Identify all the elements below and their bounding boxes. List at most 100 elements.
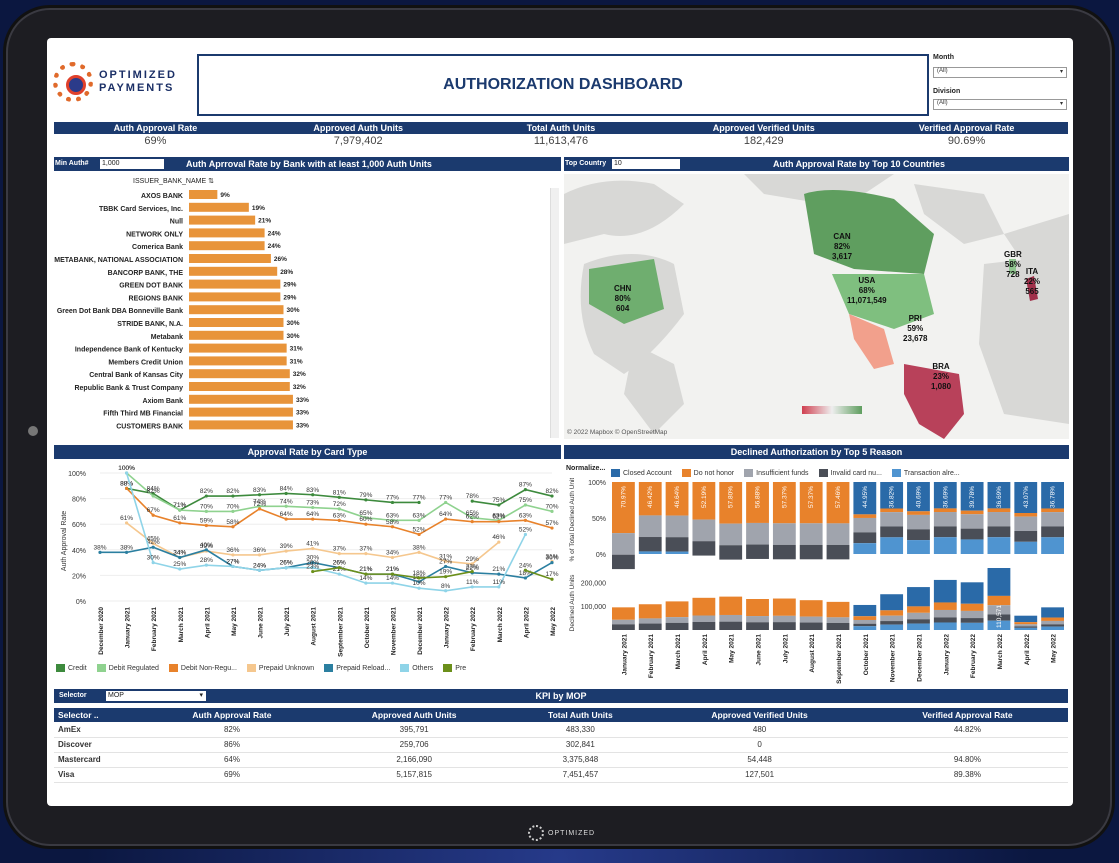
bank-bar [189, 394, 293, 404]
map-country-units: 3,617 [832, 252, 853, 261]
table-row[interactable]: Mastercard 64% 2,166,090 3,375,848 54,448 94.… [54, 752, 1068, 768]
month-filter-select[interactable]: (All) ▾ [933, 67, 1067, 78]
mop-col-header[interactable]: Auth Approval Rate [144, 708, 320, 722]
point-label: 65% [359, 510, 372, 517]
legend-item[interactable]: Credit [56, 664, 87, 672]
units-bar-segment [826, 617, 850, 623]
point-label: 64% [306, 511, 319, 518]
point-label: 88% [120, 480, 133, 487]
map-label-usa: USA 68% 11,071,549 [847, 276, 887, 306]
units-bar-segment [960, 603, 984, 611]
legend-item[interactable]: Insufficient funds [744, 469, 809, 477]
x-tick-label: November 2021 [390, 607, 397, 655]
decline-chart-svg: 0% 50% 100% % of Total Declined Auth Units D… [569, 474, 1064, 684]
point-label: 52% [413, 526, 426, 533]
legend-item[interactable]: Others [400, 664, 433, 672]
legend-item[interactable]: Prepaid Reload... [324, 664, 390, 672]
x-tick-label: July 2021 [284, 607, 291, 637]
x-tick-label: March 2021 [675, 634, 682, 670]
point-label: 14% [359, 575, 372, 582]
table-row[interactable]: Discover 86% 259,706 302,841 0 [54, 737, 1068, 753]
normalize-toggle[interactable]: Normalize... [566, 465, 606, 472]
pct-bar-segment [1014, 482, 1038, 514]
series-point [178, 521, 182, 525]
series-point [444, 564, 448, 569]
issuer-bank-column-header[interactable]: ISSUER_BANK_NAME ⇅ [133, 177, 214, 185]
bank-list-scrollbar[interactable] [550, 188, 559, 438]
pct-bar-segment [960, 539, 984, 554]
units-bar-segment [799, 600, 823, 617]
units-tick-label: 200,000 [581, 580, 606, 587]
min-auth-label: Min Auth# [55, 160, 89, 167]
legend-item[interactable]: Prepaid Unknown [246, 664, 314, 672]
bezel-brand-text: OPTIMIZED [548, 829, 596, 837]
map-label-ita: ITA 22% 565 [1024, 267, 1040, 297]
kpi-values: 69% 7,979,402 11,613,476 182,429 90.69% [54, 135, 1068, 149]
legend-swatch [681, 469, 691, 477]
legend-item[interactable]: Debit Non-Regu... [168, 664, 237, 672]
bank-bar-value: 30% [287, 307, 300, 314]
legend-item[interactable]: Pre [443, 664, 466, 672]
point-label: 63% [333, 512, 346, 519]
units-bar-segment [772, 615, 796, 623]
x-tick-label: June 2021 [258, 607, 265, 639]
point-label: 11% [466, 579, 479, 586]
point-label: 61% [173, 515, 186, 522]
point-label: 24% [519, 562, 532, 569]
table-cell: Mastercard [54, 752, 144, 768]
units-bar-segment [987, 568, 1011, 596]
legend-item[interactable]: Debit Regulated [96, 664, 159, 672]
units-bar-segment [987, 605, 1011, 615]
pct-bar-segment [933, 482, 957, 509]
pct-bar-segment [853, 482, 877, 515]
point-label: 23% [306, 564, 319, 571]
legend-item[interactable]: Closed Account [611, 469, 672, 477]
pct-bar-segment [719, 545, 743, 560]
mop-col-header[interactable]: Approved Auth Units [319, 708, 509, 722]
legend-item[interactable]: Do not honor [681, 469, 734, 477]
units-bar-segment [1041, 620, 1064, 625]
top-country-input[interactable]: 10 [612, 159, 680, 169]
table-cell: 89.38% [866, 767, 1068, 783]
mop-col-header[interactable]: Total Auth Units [508, 708, 653, 722]
pct-bar-segment [746, 544, 769, 559]
mop-col-header[interactable]: Selector .. [54, 708, 144, 722]
pct-bar-segment [719, 482, 743, 524]
pct-bar-segment [853, 532, 877, 544]
series-point [284, 491, 288, 496]
pct-bar-segment [826, 544, 850, 560]
point-label: 29% [466, 556, 479, 563]
month-filter-value: (All) [937, 68, 948, 74]
bank-bar-value: 31% [290, 346, 303, 353]
series-point [390, 555, 395, 560]
bank-bar-label: METABANK, NATIONAL ASSOCIATION [54, 257, 183, 264]
sort-icon: ⇅ [208, 178, 214, 185]
table-cell: Discover [54, 737, 144, 753]
legend-item[interactable]: Transaction alre... [891, 469, 960, 477]
bank-bar [189, 305, 284, 315]
mop-selector-dropdown[interactable]: MOP ▾ [106, 691, 206, 701]
bank-bar-chart: AXOS BANK 9% TBBK Card Services, Inc. 19% Nu… [54, 186, 559, 438]
mop-col-header[interactable]: Verified Approval Rate [866, 708, 1068, 722]
map-country-rate: 23% [933, 372, 950, 381]
country-map[interactable]: CAN 82% 3,617 USA 68% 11,071,549 CHN 80% 604 P… [564, 174, 1069, 439]
country-panel-title: Auth Approval Rate by Top 10 Countries [772, 159, 945, 169]
table-row[interactable]: AmEx 82% 395,791 483,330 480 44.82% [54, 722, 1068, 738]
mop-col-header[interactable]: Approved Verified Units [652, 708, 867, 722]
map-label-gbr: GBR 58% 728 [1004, 250, 1022, 280]
division-filter-select[interactable]: (All) ▾ [933, 99, 1067, 110]
point-label: 30% [545, 555, 558, 562]
table-row[interactable]: Visa 69% 5,157,815 7,451,457 127,501 89.38% [54, 767, 1068, 783]
point-label: 21% [359, 566, 372, 573]
legend-item[interactable]: Invalid card nu... [818, 469, 882, 477]
series-point [257, 568, 262, 572]
bank-bar-label: GREEN DOT BANK [119, 283, 183, 290]
brand-line-2: PAYMENTS [99, 82, 175, 94]
point-label: 77% [413, 494, 426, 501]
point-label: 39% [200, 543, 213, 550]
bank-bar [189, 356, 287, 366]
units-bar-segment [907, 623, 930, 630]
min-auth-input[interactable]: 1,000 [100, 159, 164, 169]
pct-bar-segment [746, 522, 769, 545]
pct-bar-label: 57.46% [835, 486, 842, 508]
